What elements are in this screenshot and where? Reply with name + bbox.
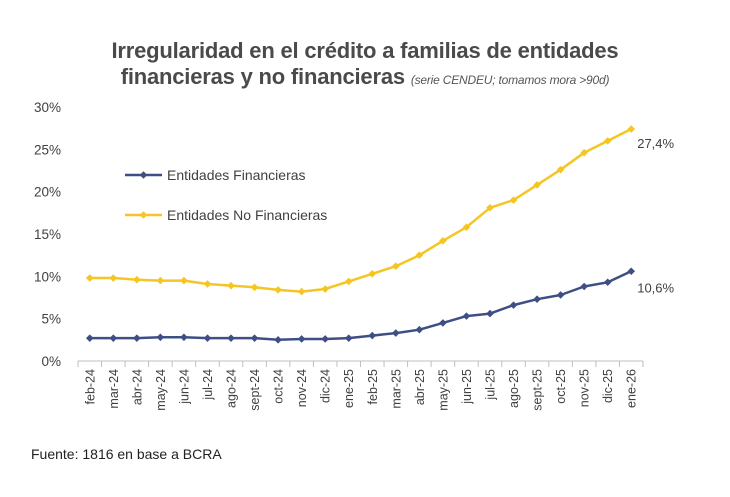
data-point <box>250 283 259 292</box>
data-point <box>344 334 353 342</box>
data-point <box>533 295 541 303</box>
y-tick-label: 0% <box>41 354 61 369</box>
x-tick-label: feb-24 <box>83 369 97 404</box>
x-axis: feb-24 mar-24 abr-24 may-24 jun-24 jul-24 ago-… <box>77 360 644 411</box>
data-point <box>509 196 518 204</box>
data-point <box>344 277 353 286</box>
chart-title-line2: financieras y no financieras (serie CEND… <box>0 64 730 90</box>
data-point <box>368 331 377 340</box>
data-point <box>133 334 141 342</box>
x-tick-label: jun-24 <box>177 369 191 405</box>
y-tick-label: 5% <box>41 312 61 327</box>
x-tick-label: dic-25 <box>601 369 615 403</box>
legend-marker <box>139 171 148 179</box>
data-point <box>274 286 282 294</box>
data-point <box>133 275 141 284</box>
data-point <box>156 276 165 285</box>
data-point <box>274 336 282 344</box>
x-tick-label: oct-25 <box>554 369 568 404</box>
x-tick-label: abr-25 <box>413 369 427 405</box>
y-tick-label: 10% <box>34 269 61 284</box>
chart-subtitle: (serie CENDEU; tomamos mora >90d) <box>410 73 610 87</box>
x-tick-label: oct-24 <box>272 369 286 404</box>
data-point <box>439 236 447 245</box>
series-layer <box>85 125 636 344</box>
x-tick-label: abr-24 <box>130 369 144 405</box>
x-tick-label: jul-25 <box>483 369 497 401</box>
chart-title: Irregularidad en el crédito a familias d… <box>111 38 619 63</box>
data-point <box>203 334 212 342</box>
data-point <box>180 276 188 285</box>
y-axis: 0% 5% 10% 15% 20% 25% 30% <box>34 100 61 369</box>
data-point <box>556 291 565 299</box>
data-point <box>392 329 400 337</box>
data-point <box>415 325 424 334</box>
x-tick-label: sept-25 <box>531 369 545 411</box>
data-point <box>392 262 400 270</box>
data-point <box>439 319 447 327</box>
x-tick-label: mar-24 <box>107 369 121 409</box>
data-point <box>415 251 424 259</box>
legend: Entidades Financieras Entidades No Financ… <box>125 167 327 223</box>
data-point <box>297 287 306 296</box>
data-point <box>85 334 94 342</box>
data-point <box>556 165 565 174</box>
legend-label: Entidades Financieras <box>167 167 306 183</box>
data-point <box>627 267 636 276</box>
data-point <box>321 285 329 293</box>
source-note: Fuente: 1816 en base a BCRA <box>31 446 222 462</box>
data-point <box>603 278 612 287</box>
x-tick-label: nov-24 <box>295 369 309 407</box>
data-point <box>580 148 588 157</box>
data-point <box>603 137 612 145</box>
data-point <box>368 269 377 278</box>
x-tick-label: ago-24 <box>225 369 239 408</box>
data-point <box>533 181 541 189</box>
data-point <box>227 334 235 342</box>
data-point <box>85 274 94 282</box>
x-tick-label: mar-25 <box>389 369 403 409</box>
data-point <box>486 203 494 212</box>
x-tick-label: sept-24 <box>248 369 262 411</box>
y-tick-label: 25% <box>34 142 61 157</box>
x-tick-label: ene-25 <box>342 369 356 408</box>
data-point <box>180 333 188 342</box>
legend-marker <box>139 211 148 219</box>
data-point <box>486 309 494 318</box>
x-tick-label: may-25 <box>436 369 450 411</box>
data-point <box>580 282 588 291</box>
x-tick-label: ago-25 <box>507 369 521 408</box>
data-point <box>203 280 212 288</box>
x-tick-label: jul-24 <box>201 369 215 401</box>
data-point <box>462 223 471 232</box>
y-tick-label: 15% <box>34 227 61 242</box>
data-point <box>156 333 165 342</box>
x-tick-label: nov-25 <box>578 369 592 407</box>
data-point <box>109 334 118 342</box>
x-tick-label: dic-24 <box>319 369 333 403</box>
data-point <box>109 274 118 282</box>
series-line <box>89 270 632 342</box>
x-tick-label: may-24 <box>154 369 168 411</box>
end-labels: 10,6% 27,4% <box>637 136 674 295</box>
data-point <box>227 281 235 290</box>
chart-title-second-line: financieras y no financieras <box>120 64 405 89</box>
series-line <box>89 127 632 293</box>
x-tick-label: feb-25 <box>366 369 380 404</box>
data-point <box>250 334 259 342</box>
y-tick-label: 30% <box>34 100 61 115</box>
data-point <box>627 125 636 133</box>
end-value-label: 27,4% <box>637 136 674 151</box>
legend-label: Entidades No Financieras <box>167 207 327 223</box>
data-point <box>297 335 306 343</box>
y-tick-label: 20% <box>34 185 61 200</box>
x-tick-label: ene-26 <box>625 369 639 408</box>
end-value-label: 10,6% <box>637 280 674 295</box>
data-point <box>509 301 518 309</box>
data-point <box>321 335 329 343</box>
x-tick-label: jun-25 <box>460 369 474 405</box>
data-point <box>462 312 471 320</box>
